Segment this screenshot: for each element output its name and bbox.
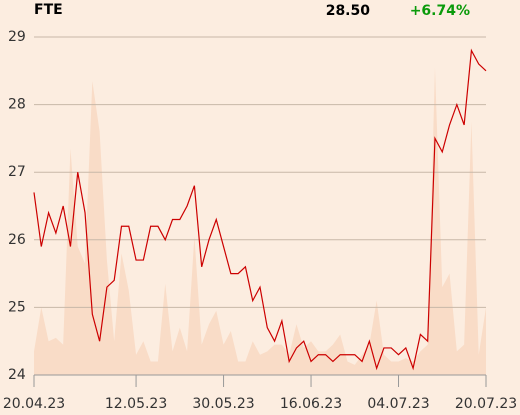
volume-area [34, 67, 486, 376]
x-tick-label: 04.07.23 [367, 396, 429, 412]
x-tick-label: 20.04.23 [3, 396, 65, 412]
y-tick-label: 26 [8, 232, 26, 248]
y-tick-label: 25 [8, 299, 26, 315]
x-tick-label: 20.07.23 [455, 396, 517, 412]
price-change: +6.74% [410, 3, 470, 19]
price-line [33, 48, 487, 371]
x-tick-label: 12.05.23 [105, 396, 167, 412]
last-price: 28.50 [326, 3, 371, 19]
x-tick-label: 30.05.23 [192, 396, 254, 412]
y-tick-label: 24 [8, 367, 26, 383]
y-tick-label: 29 [8, 29, 26, 45]
y-tick-label: 27 [8, 164, 26, 180]
y-tick-label: 28 [8, 97, 26, 113]
ticker: FTE [34, 2, 63, 18]
x-tick-label: 16.06.23 [280, 396, 342, 412]
